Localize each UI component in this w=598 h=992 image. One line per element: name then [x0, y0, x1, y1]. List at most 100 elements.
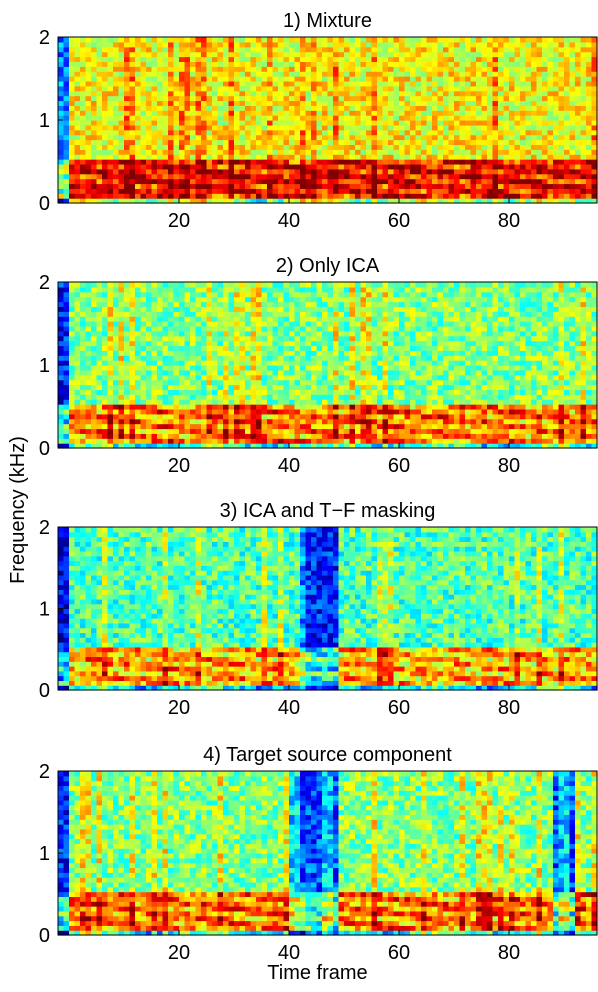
spectrogram-cell: [185, 144, 191, 149]
spectrogram-cell: [586, 115, 592, 120]
spectrogram-cell: [317, 140, 323, 145]
spectrogram-cell: [135, 130, 141, 135]
spectrogram-cell: [58, 341, 64, 346]
spectrogram-cell: [69, 42, 75, 47]
spectrogram-cell: [333, 57, 339, 62]
spectrogram-cell: [245, 42, 251, 47]
spectrogram-cell: [91, 365, 97, 370]
spectrogram-cell: [141, 419, 147, 424]
spectrogram-cell: [559, 61, 565, 66]
spectrogram-cell: [317, 355, 323, 360]
spectrogram-cell: [553, 154, 559, 159]
spectrogram-cell: [575, 52, 581, 57]
spectrogram-cell: [355, 183, 361, 188]
spectrogram-cell: [229, 433, 235, 438]
spectrogram-cell: [102, 91, 108, 96]
spectrogram-cell: [405, 193, 411, 198]
spectrogram-cell: [146, 360, 152, 365]
spectrogram-cell: [493, 125, 499, 130]
spectrogram-cell: [102, 47, 108, 52]
spectrogram-cell: [130, 57, 136, 62]
spectrogram-cell: [278, 394, 284, 399]
spectrogram-cell: [212, 135, 218, 140]
spectrogram-cell: [410, 179, 416, 184]
spectrogram-cell: [570, 110, 576, 115]
spectrogram-cell: [179, 419, 185, 424]
spectrogram-cell: [207, 438, 213, 443]
spectrogram-cell: [471, 140, 477, 145]
spectrogram-cell: [520, 140, 526, 145]
spectrogram-cell: [212, 57, 218, 62]
spectrogram-cell: [212, 399, 218, 404]
spectrogram-cell: [482, 193, 488, 198]
spectrogram-cell: [262, 375, 268, 380]
spectrogram-cell: [421, 130, 427, 135]
spectrogram-cell: [306, 424, 312, 429]
spectrogram-cell: [421, 120, 427, 125]
spectrogram-cell: [289, 52, 295, 57]
spectrogram-cell: [311, 316, 317, 321]
spectrogram-cell: [520, 125, 526, 130]
spectrogram-cell: [493, 120, 499, 125]
spectrogram-cell: [295, 105, 301, 110]
spectrogram-cell: [152, 433, 158, 438]
spectrogram-cell: [454, 183, 460, 188]
spectrogram-cell: [399, 179, 405, 184]
spectrogram-cell: [152, 57, 158, 62]
spectrogram-cell: [218, 306, 224, 311]
spectrogram-cell: [542, 37, 548, 42]
spectrogram-cell: [91, 76, 97, 81]
spectrogram-cell: [322, 42, 328, 47]
spectrogram-cell: [240, 61, 246, 66]
spectrogram-cell: [58, 154, 64, 159]
spectrogram-cell: [311, 149, 317, 154]
spectrogram-cell: [119, 316, 125, 321]
spectrogram-cell: [427, 193, 433, 198]
spectrogram-cell: [366, 110, 372, 115]
spectrogram-cell: [262, 385, 268, 390]
spectrogram-cell: [91, 360, 97, 365]
spectrogram-cell: [152, 91, 158, 96]
spectrogram-cell: [168, 154, 174, 159]
spectrogram-cell: [69, 336, 75, 341]
spectrogram-cell: [240, 287, 246, 292]
spectrogram-cell: [234, 282, 240, 287]
spectrogram-cell: [207, 419, 213, 424]
spectrogram-cell: [251, 149, 257, 154]
spectrogram-cell: [119, 345, 125, 350]
spectrogram-cell: [493, 140, 499, 145]
spectrogram-cell: [317, 385, 323, 390]
spectrogram-cell: [493, 86, 499, 91]
spectrogram-cell: [196, 174, 202, 179]
spectrogram-cell: [355, 169, 361, 174]
spectrogram-cell: [520, 91, 526, 96]
spectrogram-cell: [410, 96, 416, 101]
spectrogram-cell: [124, 183, 130, 188]
spectrogram-cell: [102, 105, 108, 110]
spectrogram-cell: [344, 154, 350, 159]
spectrogram-cell: [548, 71, 554, 76]
spectrogram-cell: [289, 326, 295, 331]
spectrogram-cell: [537, 52, 543, 57]
spectrogram-cell: [185, 350, 191, 355]
spectrogram-cell: [542, 81, 548, 86]
spectrogram-cell: [421, 105, 427, 110]
spectrogram-cell: [273, 42, 279, 47]
spectrogram-cell: [174, 302, 180, 307]
spectrogram-cell: [262, 159, 268, 164]
spectrogram-cell: [262, 389, 268, 394]
spectrogram-cell: [124, 404, 130, 409]
spectrogram-cell: [322, 409, 328, 414]
spectrogram-cell: [322, 96, 328, 101]
spectrogram-cell: [64, 380, 70, 385]
spectrogram-cell: [432, 169, 438, 174]
spectrogram-cell: [135, 355, 141, 360]
spectrogram-cell: [163, 316, 169, 321]
spectrogram-cell: [157, 115, 163, 120]
spectrogram-cell: [515, 100, 521, 105]
spectrogram-cell: [124, 326, 130, 331]
spectrogram-cell: [113, 125, 119, 130]
spectrogram-cell: [339, 115, 345, 120]
spectrogram-cell: [344, 100, 350, 105]
spectrogram-cell: [311, 380, 317, 385]
